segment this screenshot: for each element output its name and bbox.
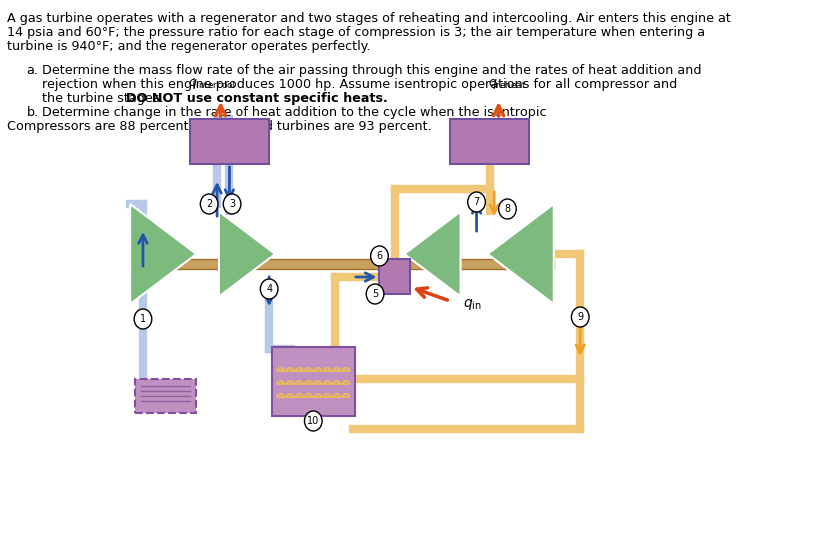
Bar	[380, 259, 411, 294]
Circle shape	[200, 194, 218, 214]
Text: $q_\mathrm{intercool}$: $q_\mathrm{intercool}$	[188, 77, 236, 91]
Text: Compressors are 88 percent efficient and turbines are 93 percent.: Compressors are 88 percent efficient and…	[7, 120, 432, 133]
Text: a.: a.	[26, 64, 38, 77]
Text: 1: 1	[140, 314, 146, 324]
Text: 2: 2	[206, 199, 213, 209]
Text: A gas turbine operates with a regenerator and two stages of reheating and interc: A gas turbine operates with a regenerato…	[7, 12, 731, 25]
Text: 4: 4	[266, 284, 272, 294]
Bar	[190, 119, 269, 164]
FancyBboxPatch shape	[272, 347, 355, 416]
Circle shape	[371, 246, 389, 266]
Text: Determine the mass flow rate of the air passing through this engine and the rate: Determine the mass flow rate of the air …	[43, 64, 702, 77]
Text: 3: 3	[229, 199, 235, 209]
Text: Determine change in the rate of heat addition to the cycle when the isentropic: Determine change in the rate of heat add…	[43, 106, 547, 119]
Polygon shape	[219, 211, 275, 296]
Polygon shape	[404, 211, 461, 296]
FancyBboxPatch shape	[135, 379, 196, 413]
Text: 7: 7	[474, 197, 479, 207]
Circle shape	[223, 194, 241, 214]
Text: 8: 8	[505, 204, 510, 214]
Circle shape	[366, 284, 384, 304]
Circle shape	[304, 411, 322, 431]
Text: b.: b.	[26, 106, 38, 119]
Text: 9: 9	[578, 312, 583, 322]
Circle shape	[468, 192, 485, 212]
Text: 14 psia and 60°F; the pressure ratio for each stage of compression is 3; the air: 14 psia and 60°F; the pressure ratio for…	[7, 26, 705, 39]
Text: turbine is 940°F; and the regenerator operates perfectly.: turbine is 940°F; and the regenerator op…	[7, 40, 371, 53]
Text: the turbine stages.: the turbine stages.	[43, 92, 168, 105]
Circle shape	[572, 307, 589, 327]
Text: $q_\mathrm{reheat}$: $q_\mathrm{reheat}$	[488, 77, 527, 91]
Polygon shape	[130, 204, 196, 304]
Bar	[450, 119, 529, 164]
Text: rejection when this engine produces 1000 hp. Assume isentropic operations for al: rejection when this engine produces 1000…	[43, 78, 677, 91]
Circle shape	[134, 309, 152, 329]
Circle shape	[260, 279, 278, 299]
Text: 10: 10	[307, 416, 319, 426]
FancyBboxPatch shape	[164, 259, 554, 269]
Circle shape	[499, 199, 516, 219]
Text: DO NOT use constant specific heats.: DO NOT use constant specific heats.	[126, 92, 388, 105]
Text: $q_\mathrm{in}$: $q_\mathrm{in}$	[463, 296, 482, 311]
Polygon shape	[488, 204, 554, 304]
Text: 6: 6	[376, 251, 383, 261]
Text: 5: 5	[372, 289, 378, 299]
